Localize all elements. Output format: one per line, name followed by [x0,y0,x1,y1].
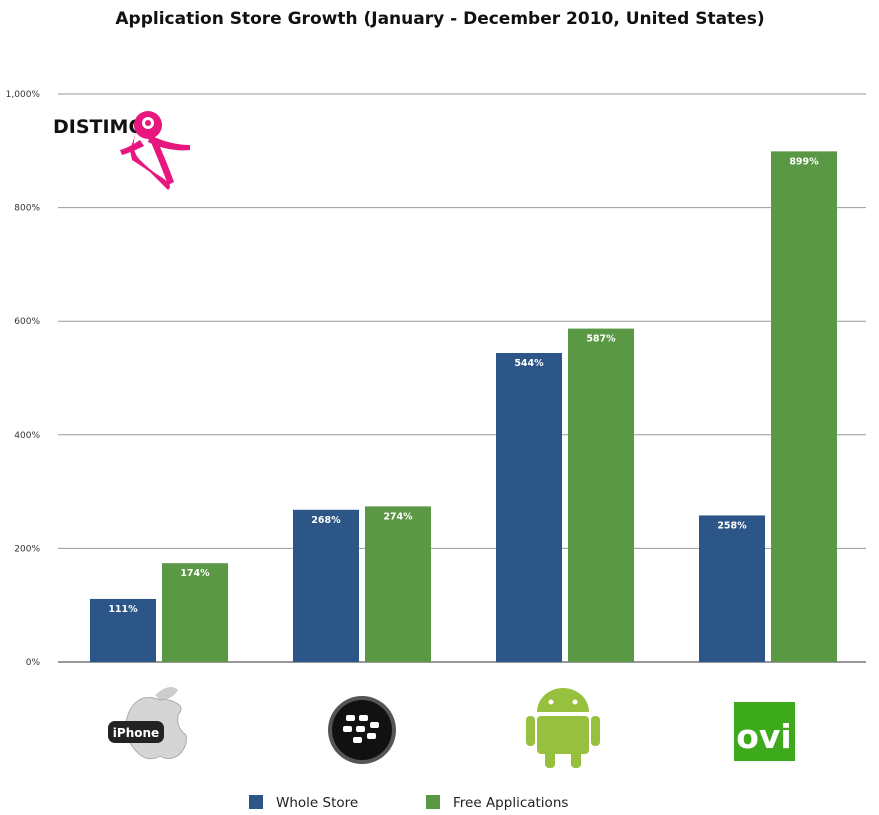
bar-ovi-logo-free-applications [771,151,837,663]
data-label: 274% [383,511,413,522]
y-tick-label: 600% [14,317,40,327]
iphone-label: iPhone [113,726,159,740]
data-label: 258% [717,520,747,531]
y-axis-ticks: 0% 200% 400% 600% 800% 1,000% [6,90,41,668]
distimo-wordmark: DISTIMO [53,116,145,138]
android-logo [526,688,600,768]
chart-title: Application Store Growth (January - Dece… [115,9,764,29]
bars: 111% 174% 268% 274% 544% 587% 258% 899% [90,151,837,663]
legend-swatch-free-applications [426,795,440,809]
y-tick-label: 0% [26,658,41,668]
bar-apple-iphone-logo-free-applications [162,563,228,662]
blackberry-logo [328,696,396,764]
distimo-logo: DISTIMO [53,111,190,190]
legend: Whole Store Free Applications [249,795,568,811]
bar-android-logo-free-applications [568,328,634,662]
data-label: 899% [789,156,819,167]
data-label: 111% [108,604,138,615]
bar-android-logo-whole-store [496,353,562,662]
legend-label-whole-store: Whole Store [276,795,358,811]
y-tick-label: 200% [14,544,40,554]
bar-ovi-logo-whole-store [699,515,765,662]
data-label: 587% [586,334,616,345]
y-tick-label: 400% [14,431,40,441]
apple-iphone-logo: iPhone [108,686,187,760]
data-label: 268% [311,515,341,526]
ovi-logo: ovi [734,702,795,761]
y-tick-label: 800% [14,204,40,214]
bar-blackberry-logo-free-applications [365,506,431,662]
legend-swatch-whole-store [249,795,263,809]
y-tick-label: 1,000% [6,90,41,100]
data-label: 544% [514,358,544,369]
bar-apple-iphone-logo-whole-store [90,598,156,662]
data-label: 174% [180,568,210,579]
bar-blackberry-logo-whole-store [293,509,359,662]
legend-label-free-applications: Free Applications [453,795,568,811]
ovi-label: ovi [736,717,792,756]
